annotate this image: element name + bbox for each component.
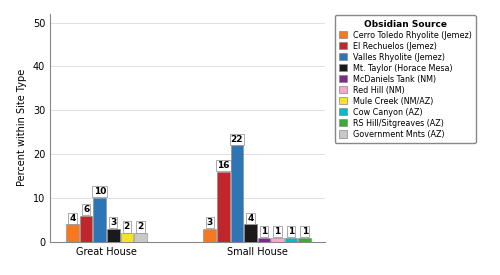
Bar: [66, 224, 79, 242]
Text: 4: 4: [247, 214, 254, 223]
Text: 3: 3: [206, 218, 213, 227]
Text: 16: 16: [217, 161, 230, 170]
Text: 1: 1: [261, 227, 267, 236]
Text: 2: 2: [124, 222, 130, 232]
Bar: [107, 229, 120, 242]
Bar: [94, 198, 106, 242]
Text: 1: 1: [302, 227, 308, 236]
Bar: [230, 145, 243, 242]
Text: 1: 1: [288, 227, 294, 236]
Bar: [258, 238, 270, 242]
Y-axis label: Percent within Site Type: Percent within Site Type: [17, 69, 27, 186]
Bar: [80, 216, 92, 242]
Text: 3: 3: [110, 218, 116, 227]
Bar: [285, 238, 298, 242]
Bar: [298, 238, 311, 242]
Text: 1: 1: [274, 227, 280, 236]
Text: 10: 10: [94, 187, 106, 196]
Text: 22: 22: [230, 135, 243, 144]
Bar: [244, 224, 256, 242]
Bar: [217, 172, 230, 242]
Bar: [272, 238, 284, 242]
Legend: Cerro Toledo Rhyolite (Jemez), El Rechuelos (Jemez), Valles Rhyolite (Jemez), Mt: Cerro Toledo Rhyolite (Jemez), El Rechue…: [334, 15, 476, 143]
Text: 4: 4: [70, 214, 76, 223]
Bar: [204, 229, 216, 242]
Text: 2: 2: [138, 222, 143, 232]
Bar: [134, 233, 146, 242]
Bar: [120, 233, 133, 242]
Text: 6: 6: [83, 205, 89, 214]
